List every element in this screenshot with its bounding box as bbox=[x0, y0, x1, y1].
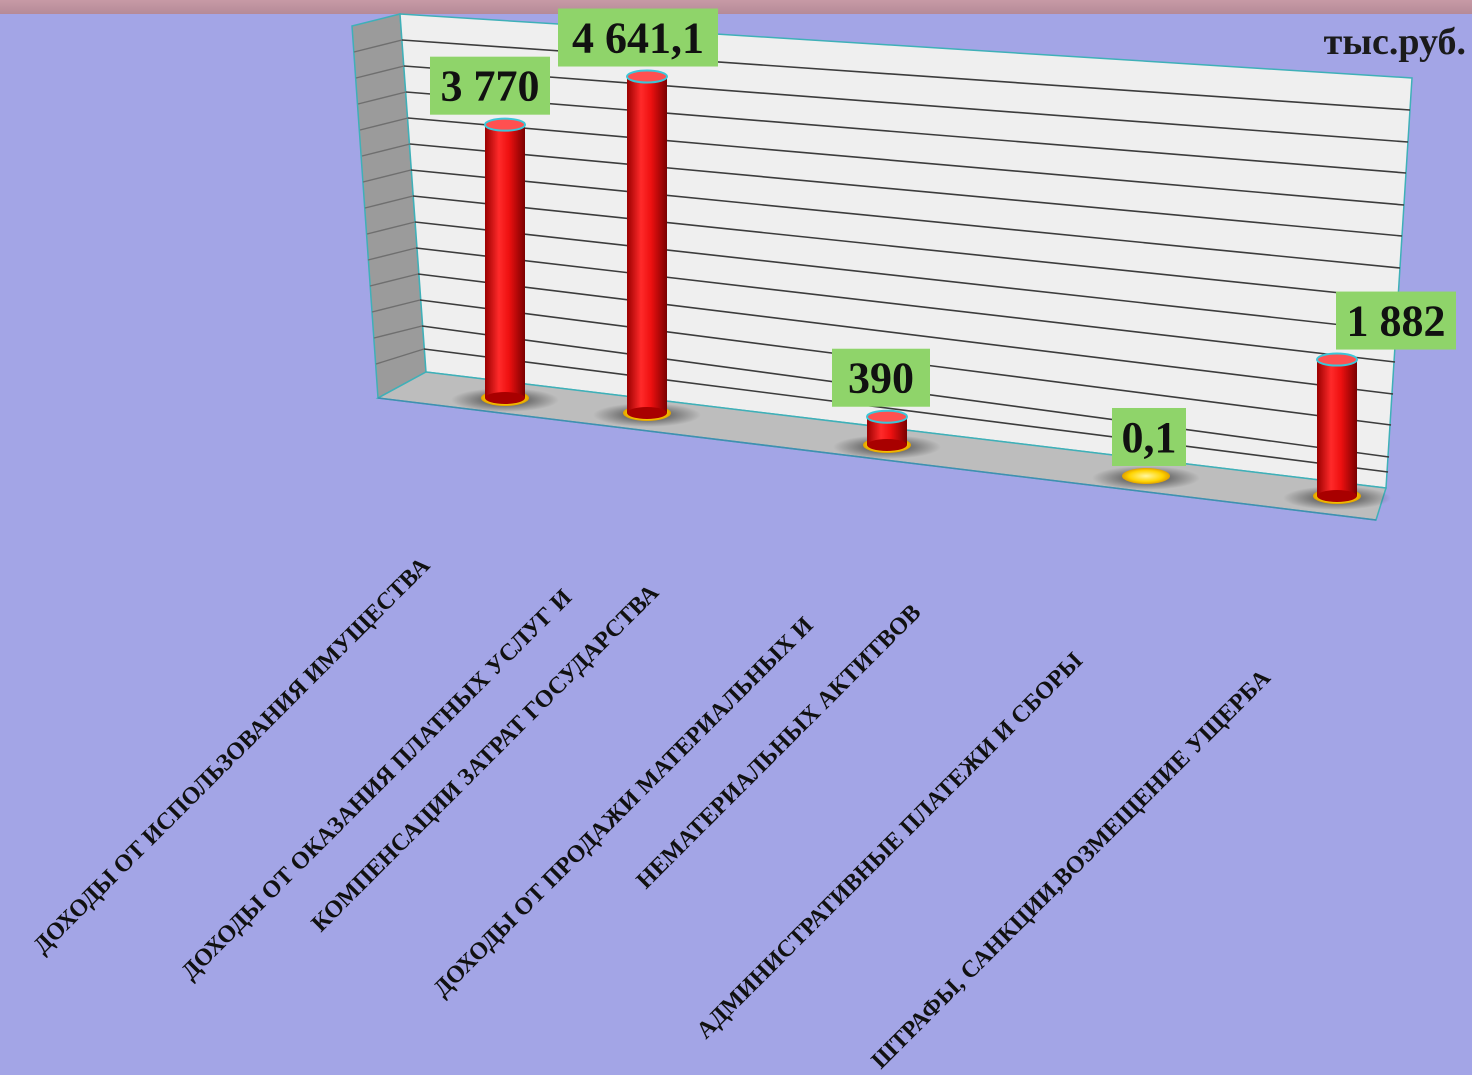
bar-2 bbox=[593, 69, 701, 427]
side-gridlines bbox=[353, 39, 425, 365]
data-label-box bbox=[558, 8, 718, 67]
data-label-text: 0,1 bbox=[1122, 413, 1177, 462]
gridlines bbox=[401, 39, 1411, 473]
bar-1 bbox=[451, 117, 559, 412]
bar-body bbox=[1317, 359, 1357, 496]
floor-front-edge bbox=[377, 397, 1377, 521]
data-label-text: 1 882 bbox=[1347, 297, 1446, 346]
data-label-text: 390 bbox=[848, 354, 914, 403]
bar-top-cap bbox=[626, 69, 668, 84]
bar-base bbox=[1122, 468, 1170, 484]
data-label-1: 3 770 bbox=[430, 56, 550, 115]
data-label-box bbox=[1336, 291, 1456, 350]
data-label-box bbox=[430, 56, 550, 115]
bar-body bbox=[485, 124, 525, 399]
bar-bottom-cap bbox=[867, 439, 907, 451]
bar-bottom-cap bbox=[1317, 490, 1357, 502]
data-label-2: 4 641,1 bbox=[558, 8, 718, 67]
bar-5 bbox=[1283, 352, 1391, 510]
data-label-box bbox=[832, 348, 930, 407]
bar-4 bbox=[1092, 466, 1200, 490]
data-label-3: 390 bbox=[832, 348, 930, 407]
bar-bottom-cap bbox=[485, 392, 525, 404]
bar-3 bbox=[833, 409, 941, 459]
top-border-strip bbox=[0, 0, 1472, 14]
bar-top-cap bbox=[866, 409, 908, 424]
data-label-4: 0,1 bbox=[1112, 407, 1186, 466]
bar-body bbox=[627, 76, 667, 413]
data-label-5: 1 882 bbox=[1336, 291, 1456, 350]
bar-bottom-cap bbox=[627, 407, 667, 419]
data-label-box bbox=[1112, 407, 1186, 466]
bar-top-cap bbox=[1316, 352, 1358, 367]
data-label-text: 3 770 bbox=[441, 62, 540, 111]
unit-label: тыс.руб. bbox=[1323, 21, 1466, 63]
data-label-text: 4 641,1 bbox=[572, 14, 704, 63]
bar-top-cap bbox=[484, 117, 526, 132]
